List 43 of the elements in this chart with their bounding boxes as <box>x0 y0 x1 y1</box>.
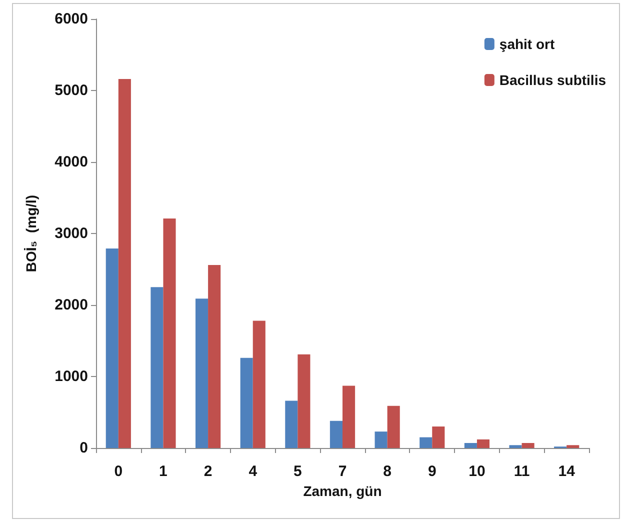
bar <box>464 442 477 448</box>
bar <box>432 426 445 448</box>
x-tick-label: 7 <box>338 463 347 480</box>
bar <box>208 264 221 448</box>
x-tick-label: 14 <box>558 463 576 480</box>
bar <box>298 354 310 448</box>
y-tick-label: 2000 <box>54 296 88 314</box>
x-tick-label: 11 <box>514 463 530 480</box>
bar <box>240 358 253 448</box>
bar <box>252 320 266 448</box>
bar <box>420 437 432 448</box>
bar <box>106 248 118 448</box>
legend-label: Bacillus subtilis <box>499 72 606 88</box>
bar <box>342 386 356 448</box>
bar <box>330 420 342 448</box>
bar <box>374 432 388 448</box>
x-tick-label: 8 <box>383 463 392 480</box>
x-axis-title: Zaman, gün <box>303 483 382 499</box>
y-tick-label: 6000 <box>54 10 88 28</box>
y-tick-label: 4000 <box>54 154 88 170</box>
x-tick-label: 4 <box>248 463 258 480</box>
y-tick-label: 0 <box>80 440 88 456</box>
bar <box>522 442 534 448</box>
legend-label: şahit ort <box>499 36 555 52</box>
y-tick-label: 3000 <box>54 225 88 242</box>
y-tick-label: 5000 <box>54 82 88 99</box>
bar <box>476 439 490 448</box>
x-tick-label: 2 <box>204 463 212 480</box>
x-tick-label: 9 <box>428 463 436 480</box>
y-tick-label: 1000 <box>54 368 88 385</box>
bar <box>150 287 164 448</box>
x-tick-label: 1 <box>159 463 168 480</box>
bar <box>566 445 580 448</box>
x-tick-label: 0 <box>114 463 123 480</box>
bar <box>509 445 522 448</box>
x-tick-label: 5 <box>294 463 302 480</box>
bar <box>195 298 208 448</box>
bar <box>285 400 298 448</box>
y-axis-title: BOİ₅ (mg/l) <box>23 194 39 272</box>
bar <box>118 79 131 448</box>
bar <box>387 406 400 448</box>
bar <box>163 218 176 448</box>
x-tick-label: 10 <box>468 463 486 480</box>
